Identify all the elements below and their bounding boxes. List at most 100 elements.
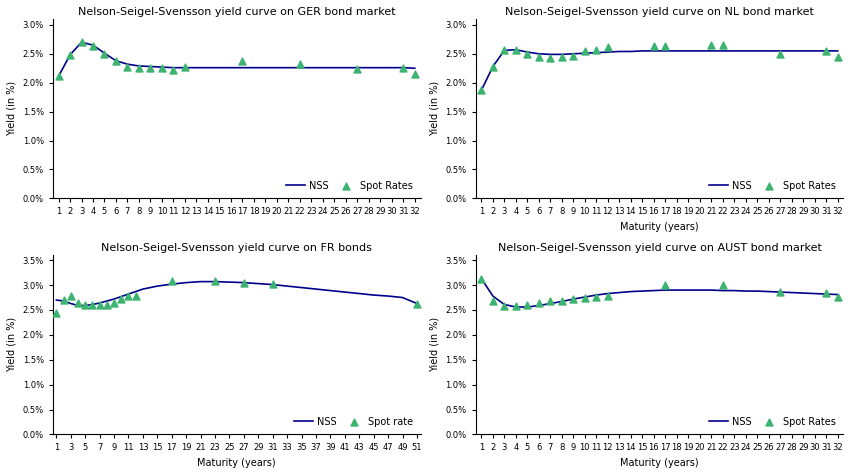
- NSS: [168, 65, 179, 70]
- NSS: [325, 288, 335, 294]
- NSS: [500, 302, 510, 307]
- NSS: [660, 287, 671, 293]
- Spot rate: [115, 295, 129, 303]
- NSS: [545, 51, 556, 57]
- NSS: [239, 280, 249, 285]
- NSS: [157, 64, 167, 70]
- NSS: [821, 48, 831, 54]
- Title: Nelson-Seigel-Svensson yield curve on FR bonds: Nelson-Seigel-Svensson yield curve on FR…: [101, 243, 372, 253]
- Spot Rates: [590, 293, 603, 300]
- Spot Rates: [647, 42, 660, 50]
- NSS: [706, 287, 717, 293]
- Spot Rates: [532, 299, 545, 306]
- Spot Rates: [52, 73, 66, 80]
- NSS: [271, 65, 282, 70]
- Line: NSS: NSS: [56, 282, 417, 305]
- Spot Rates: [774, 288, 787, 296]
- Spot Rates: [716, 41, 729, 49]
- NSS: [603, 291, 613, 296]
- Spot rate: [100, 301, 114, 308]
- NSS: [809, 291, 820, 296]
- Spot rate: [93, 301, 106, 309]
- NSS: [614, 290, 625, 295]
- NSS: [398, 65, 408, 70]
- NSS: [237, 65, 248, 70]
- NSS: [354, 291, 364, 296]
- Line: NSS: NSS: [482, 50, 837, 90]
- Spot rate: [410, 300, 424, 308]
- Spot Rates: [86, 42, 100, 50]
- NSS: [488, 64, 498, 69]
- X-axis label: Maturity (years): Maturity (years): [197, 458, 276, 468]
- Spot Rates: [293, 60, 306, 68]
- Spot Rates: [659, 281, 672, 289]
- NSS: [260, 65, 271, 70]
- Y-axis label: Yield (in %): Yield (in %): [7, 81, 17, 136]
- NSS: [123, 291, 134, 297]
- NSS: [534, 51, 544, 57]
- Spot Rates: [705, 41, 718, 49]
- NSS: [311, 286, 321, 292]
- Spot rate: [208, 277, 222, 285]
- Spot rate: [57, 296, 71, 304]
- Spot Rates: [601, 292, 614, 300]
- Spot Rates: [397, 65, 410, 72]
- NSS: [832, 48, 842, 54]
- NSS: [130, 289, 140, 294]
- NSS: [296, 285, 306, 290]
- NSS: [763, 289, 774, 294]
- Spot Rates: [144, 65, 157, 72]
- NSS: [580, 50, 590, 56]
- NSS: [637, 288, 648, 294]
- NSS: [203, 65, 213, 70]
- NSS: [65, 52, 75, 58]
- NSS: [821, 291, 831, 297]
- NSS: [545, 301, 556, 306]
- NSS: [798, 48, 808, 54]
- NSS: [729, 48, 740, 54]
- NSS: [117, 294, 127, 299]
- NSS: [383, 293, 393, 299]
- NSS: [375, 65, 386, 70]
- Spot rate: [49, 309, 63, 317]
- Spot Rates: [486, 297, 500, 305]
- NSS: [625, 48, 636, 54]
- NSS: [352, 65, 363, 70]
- NSS: [152, 283, 163, 289]
- Spot Rates: [555, 54, 568, 61]
- NSS: [717, 288, 728, 294]
- NSS: [368, 292, 379, 298]
- NSS: [88, 42, 98, 48]
- Legend: NSS, Spot Rates: NSS, Spot Rates: [705, 178, 838, 193]
- Spot Rates: [121, 63, 134, 70]
- NSS: [798, 290, 808, 296]
- Legend: NSS, Spot Rates: NSS, Spot Rates: [705, 414, 838, 429]
- Title: Nelson-Seigel-Svensson yield curve on AUST bond market: Nelson-Seigel-Svensson yield curve on AU…: [498, 243, 821, 253]
- Spot rate: [129, 292, 142, 299]
- NSS: [775, 48, 785, 54]
- Spot Rates: [820, 289, 833, 297]
- NSS: [412, 301, 422, 306]
- NSS: [167, 281, 177, 287]
- NSS: [809, 48, 820, 54]
- Spot Rates: [155, 65, 168, 72]
- NSS: [59, 298, 69, 304]
- NSS: [51, 297, 61, 303]
- Spot Rates: [774, 50, 787, 58]
- NSS: [683, 287, 694, 293]
- Legend: NSS, Spot Rates: NSS, Spot Rates: [283, 178, 415, 193]
- Y-axis label: Yield (in %): Yield (in %): [430, 81, 440, 136]
- Spot rate: [237, 279, 251, 286]
- Spot Rates: [521, 50, 534, 58]
- NSS: [180, 65, 190, 70]
- NSS: [73, 303, 83, 308]
- Spot Rates: [820, 47, 833, 55]
- X-axis label: Maturity (years): Maturity (years): [620, 222, 699, 232]
- Spot Rates: [544, 55, 557, 62]
- NSS: [254, 281, 264, 286]
- NSS: [214, 65, 225, 70]
- NSS: [523, 304, 533, 310]
- NSS: [409, 66, 420, 71]
- Spot Rates: [578, 48, 591, 55]
- NSS: [648, 288, 659, 294]
